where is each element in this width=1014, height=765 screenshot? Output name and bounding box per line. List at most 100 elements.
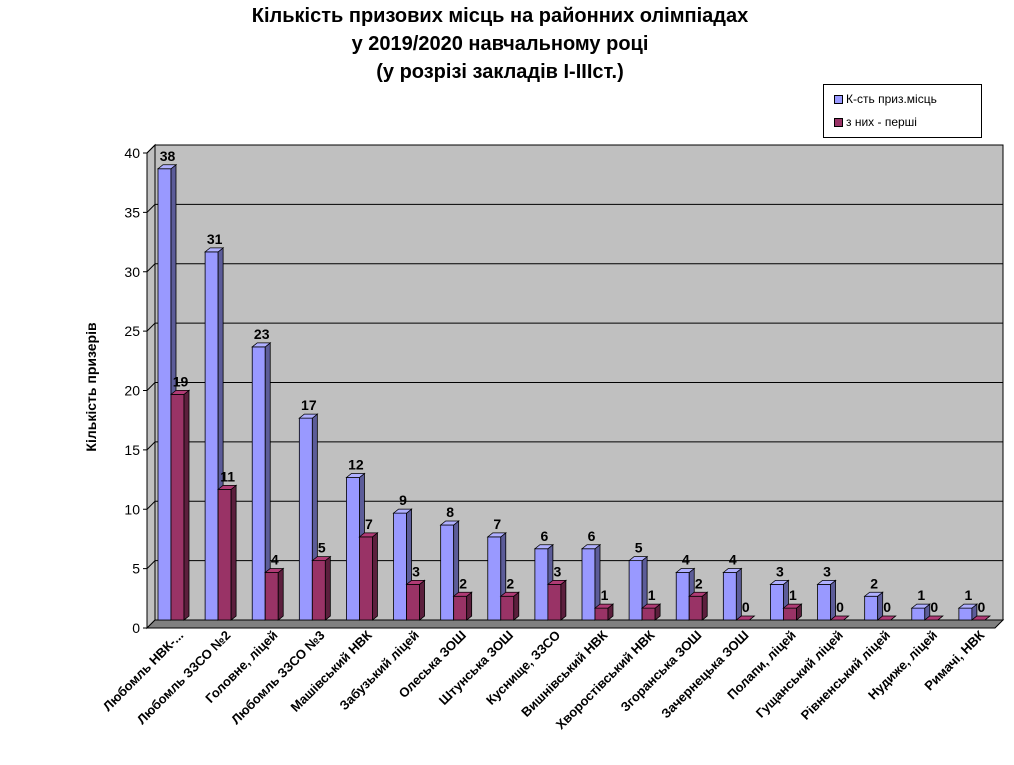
- category-label: Любомль НВК-...: [100, 628, 186, 714]
- bar-top-1: [486, 532, 507, 538]
- bar-2: [783, 607, 797, 621]
- bar-1: [440, 524, 455, 621]
- bar-1: [581, 548, 596, 621]
- gridline-side: [146, 204, 156, 213]
- bar-1: [298, 417, 313, 621]
- legend: К-сть приз.місць з них - перші: [823, 84, 982, 138]
- bar-2: [311, 560, 326, 621]
- bar-1: [393, 512, 407, 621]
- bar-top-1: [392, 508, 413, 514]
- bar-1: [628, 560, 643, 621]
- bar-side-1: [830, 579, 836, 621]
- bar-side-2: [701, 591, 708, 621]
- bar-1: [487, 536, 502, 621]
- data-label-1: 6: [540, 528, 548, 544]
- data-label-1: 23: [254, 326, 270, 342]
- bar-top-2: [923, 615, 944, 621]
- gridline-side: [146, 560, 156, 569]
- bar-top-1: [957, 603, 979, 609]
- bar-side-2: [230, 484, 237, 621]
- bar-1: [534, 548, 549, 621]
- bar-1: [346, 477, 360, 621]
- data-label-2: 0: [836, 599, 844, 615]
- gridline-side: [146, 500, 156, 510]
- bar-2: [217, 488, 232, 621]
- bar-top-2: [688, 591, 709, 597]
- bar-top-1: [769, 579, 790, 585]
- category-label: Любомль ЗЗСО №2: [134, 628, 234, 728]
- bar-top-2: [358, 532, 379, 538]
- bar-top-2: [169, 389, 191, 395]
- data-label-1: 5: [635, 540, 643, 556]
- bar-2: [359, 536, 373, 621]
- data-label-1: 8: [446, 504, 454, 520]
- category-label: Любомль ЗЗСО №3: [228, 628, 328, 728]
- bar-top-2: [782, 603, 803, 609]
- bar-top-2: [452, 591, 473, 597]
- chart-title-line-2: у 2019/2020 навчальному році: [351, 33, 649, 55]
- category-label: Машівський НВК: [288, 627, 375, 714]
- data-label-1: 6: [588, 528, 596, 544]
- bar-side-2: [466, 591, 473, 621]
- bar-top-1: [675, 568, 696, 573]
- bar-1: [958, 607, 973, 621]
- data-label-2: 1: [601, 587, 609, 603]
- data-label-2: 0: [930, 599, 938, 615]
- data-label-1: 3: [823, 563, 831, 579]
- bar-1: [864, 595, 879, 621]
- bar-top-2: [499, 591, 520, 597]
- bar-top-1: [863, 591, 884, 597]
- bar-side-2: [419, 579, 425, 621]
- bar-1: [911, 607, 926, 621]
- bar-2: [500, 595, 515, 621]
- legend-swatch-series-1: [834, 94, 843, 104]
- data-label-2: 1: [648, 587, 656, 603]
- bar-top-1: [439, 520, 460, 526]
- bar-top-1: [298, 413, 319, 419]
- bar-2: [264, 572, 279, 621]
- bar-2: [641, 607, 656, 621]
- bar-top-2: [640, 603, 662, 609]
- data-label-2: 0: [977, 599, 985, 615]
- data-label-1: 1: [917, 587, 925, 603]
- bar-side-2: [560, 579, 567, 621]
- bar-top-2: [264, 568, 285, 573]
- y-axis-label: Кількість призерів: [83, 322, 99, 452]
- bar-top-2: [311, 556, 332, 562]
- bar-2: [170, 393, 185, 621]
- bar-side-2: [372, 532, 378, 621]
- data-label-1: 2: [870, 575, 878, 591]
- data-label-2: 7: [365, 516, 373, 532]
- bar-1: [675, 572, 690, 621]
- bar-top-2: [216, 484, 238, 490]
- legend-item-series-1: К-сть приз.місць: [834, 91, 937, 107]
- bar-1: [157, 168, 172, 621]
- data-label-2: 11: [220, 468, 235, 484]
- bar-side-1: [877, 591, 884, 621]
- data-label-2: 2: [506, 575, 514, 591]
- bar-side-2: [324, 555, 331, 621]
- data-label-2: 5: [318, 540, 326, 556]
- bar-top-1: [533, 544, 555, 550]
- bar-side-2: [277, 567, 284, 621]
- bar-top-1: [156, 164, 178, 170]
- legend-label-series-2: з них - перші: [846, 115, 917, 129]
- category-label: Гущанський ліцей: [753, 628, 846, 721]
- data-label-1: 38: [160, 148, 176, 164]
- data-label-2: 3: [412, 563, 420, 579]
- chart-title-line-1: Кількість призових місць на районних олі…: [251, 5, 749, 27]
- category-label: Рівненський ліцей: [798, 628, 893, 723]
- bar-1: [722, 572, 737, 621]
- bar-top-1: [345, 473, 366, 478]
- data-label-2: 0: [883, 599, 891, 615]
- data-label-1: 4: [682, 552, 690, 568]
- category-label: Забузький ліцей: [336, 628, 422, 714]
- data-label-1: 17: [301, 397, 317, 413]
- y-tick-label: 0: [132, 620, 140, 636]
- data-label-1: 12: [348, 457, 364, 473]
- bar-2: [547, 583, 562, 621]
- data-label-1: 31: [207, 231, 223, 247]
- bar-top-1: [251, 342, 272, 348]
- bar-2: [406, 583, 420, 621]
